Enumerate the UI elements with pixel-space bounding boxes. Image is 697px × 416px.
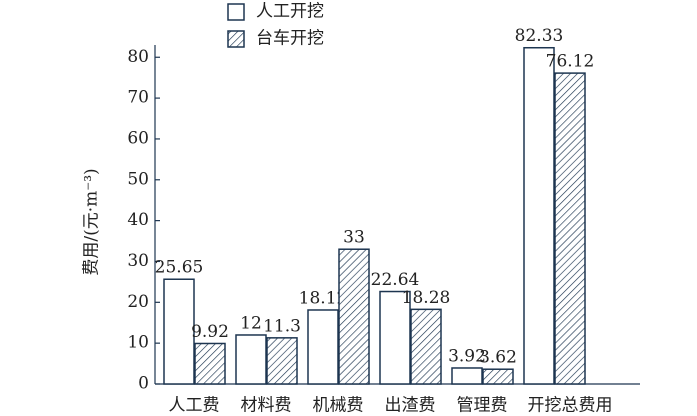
bar [451, 367, 483, 385]
y-tick-label: 60 [127, 128, 149, 148]
x-tick-label: 材料费 [241, 396, 292, 416]
value-label: 25.65 [155, 258, 204, 278]
bar [554, 72, 586, 385]
y-tick-label: 30 [127, 251, 149, 271]
bar [338, 248, 370, 385]
y-axis-label: 费用/(元·m⁻³) [82, 168, 102, 275]
bar [307, 309, 339, 385]
bar [482, 368, 514, 385]
value-label: 18.12 [299, 288, 348, 308]
y-tick-label: 70 [127, 88, 149, 108]
value-label: 22.64 [371, 270, 420, 290]
legend-label: 人工开挖 [256, 2, 324, 22]
value-label: 33 [343, 228, 365, 248]
value-label: 12 [240, 313, 262, 333]
value-label: 3.92 [448, 346, 486, 366]
bar [523, 46, 555, 385]
legend-swatch [227, 30, 245, 48]
y-tick-label: 20 [127, 292, 149, 312]
value-label: 3.62 [479, 348, 517, 368]
y-tick-label: 50 [127, 169, 149, 189]
value-label: 11.3 [263, 316, 301, 336]
x-tick-label: 管理费 [457, 396, 508, 416]
value-label: 82.33 [515, 26, 564, 46]
y-tick-label: 10 [127, 333, 149, 353]
x-tick-label: 出渣费 [385, 396, 436, 416]
bar [194, 342, 226, 385]
x-tick-label: 人工费 [169, 396, 220, 416]
legend-swatch [227, 3, 245, 21]
y-tick-label: 0 [138, 374, 149, 394]
bar [235, 334, 267, 385]
bar [410, 308, 442, 385]
value-label: 18.28 [402, 288, 451, 308]
x-tick-label: 机械费 [313, 396, 364, 416]
y-tick-label: 80 [127, 47, 149, 67]
value-label: 76.12 [546, 52, 595, 72]
value-label: 9.92 [191, 322, 229, 342]
bar [379, 290, 411, 385]
x-tick-label: 开挖总费用 [528, 396, 613, 416]
bar [163, 278, 195, 385]
legend-label: 台车开挖 [256, 29, 324, 49]
bar [266, 337, 298, 385]
y-tick-label: 40 [127, 210, 149, 230]
